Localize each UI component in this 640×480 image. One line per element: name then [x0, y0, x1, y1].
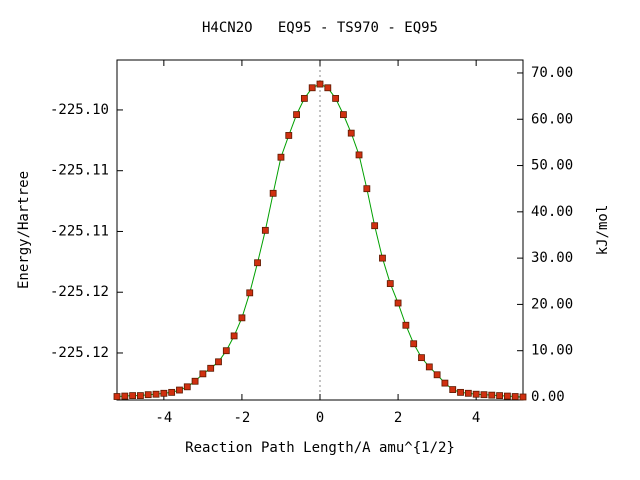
point [285, 132, 293, 139]
point [261, 226, 269, 234]
point [363, 185, 371, 193]
y-tick-label: -225.12 [50, 345, 109, 361]
point [457, 388, 464, 396]
point [332, 95, 340, 102]
point [308, 84, 316, 92]
point [199, 370, 207, 378]
y2-tick-label: 60.00 [531, 111, 573, 127]
point [511, 393, 519, 400]
y-tick-label: -225.11 [50, 163, 109, 179]
point [472, 390, 480, 398]
y2-tick-label: 10.00 [531, 343, 573, 359]
y2-tick-label: 0.00 [531, 389, 565, 405]
point [425, 363, 433, 371]
y2-axis-label: kJ/mol [595, 205, 611, 256]
point [519, 393, 527, 401]
x-tick-label: 4 [472, 410, 480, 426]
point [386, 280, 394, 287]
point [293, 111, 300, 119]
y-tick-label: -225.12 [50, 284, 109, 300]
point [277, 153, 285, 161]
point [176, 386, 183, 394]
x-tick-label: 2 [394, 410, 402, 426]
point [324, 84, 332, 92]
point [207, 364, 215, 372]
x-axis-label: Reaction Path Length/A amu^{1/2} [185, 440, 455, 456]
chart-title: H4CN2O EQ95 - TS970 - EQ95 [202, 20, 438, 36]
point [496, 392, 503, 400]
point [191, 377, 199, 385]
point [254, 259, 261, 267]
point [168, 388, 176, 396]
point [418, 354, 425, 362]
point [316, 80, 324, 88]
point [464, 389, 472, 397]
point [230, 332, 238, 340]
point [113, 393, 121, 400]
point [410, 340, 418, 348]
y2-tick-label: 30.00 [531, 250, 573, 266]
point [441, 379, 449, 387]
y2-tick-label: 20.00 [531, 296, 573, 312]
point [222, 347, 230, 355]
point [246, 289, 254, 297]
point [480, 391, 488, 399]
y-tick-label: -225.10 [50, 102, 109, 118]
point [371, 222, 379, 230]
x-tick-label: -4 [155, 410, 172, 426]
point [137, 392, 144, 400]
point [121, 392, 129, 400]
point [340, 111, 347, 119]
x-tick-label: 0 [316, 410, 324, 426]
point [160, 389, 168, 397]
point [152, 390, 160, 398]
point [449, 386, 457, 393]
point [269, 189, 277, 197]
point [144, 391, 152, 399]
point [488, 391, 496, 399]
point [433, 371, 441, 379]
y2-tick-label: 50.00 [531, 158, 573, 174]
point [347, 129, 355, 137]
x-tick-label: -2 [233, 410, 250, 426]
point [503, 392, 511, 400]
point [183, 383, 191, 391]
point [300, 95, 308, 102]
y2-tick-label: 70.00 [531, 65, 573, 81]
point [238, 314, 246, 322]
point [129, 392, 137, 400]
point [379, 254, 386, 262]
y-axis-label: Energy/Hartree [16, 171, 32, 289]
point [394, 299, 402, 307]
y-tick-label: -225.11 [50, 223, 109, 239]
point [402, 321, 410, 329]
point [215, 358, 222, 366]
y2-tick-label: 40.00 [531, 204, 573, 220]
point [355, 151, 363, 159]
